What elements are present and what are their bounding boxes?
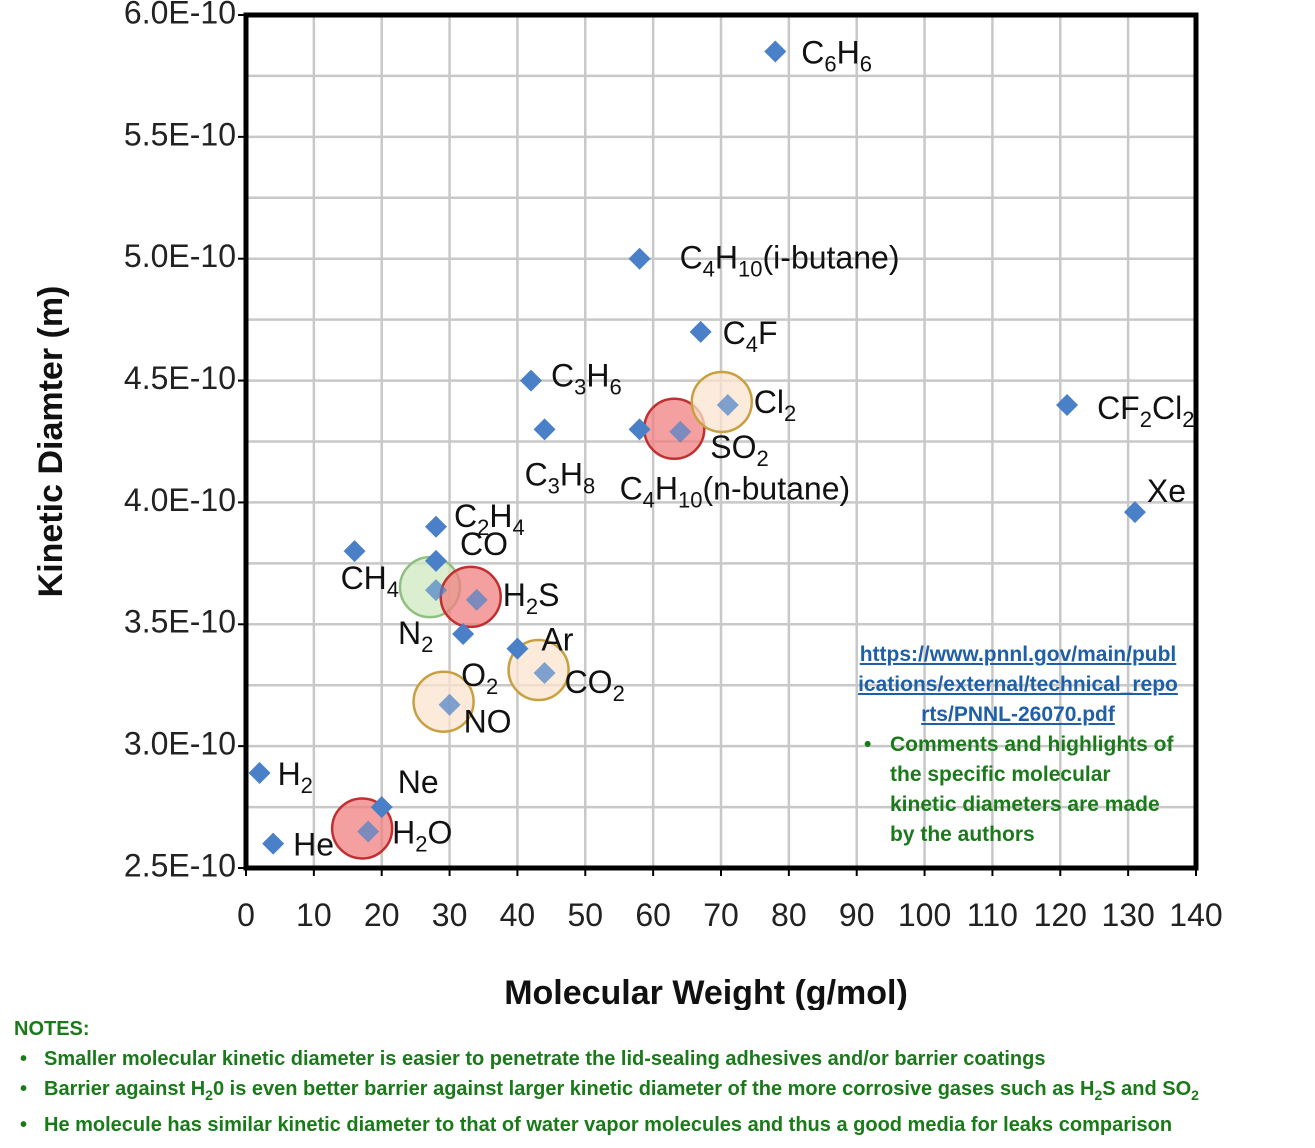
y-tick-label: 4.0E-10: [124, 482, 236, 518]
data-markers: [248, 40, 1146, 855]
data-point-marker: [533, 418, 556, 441]
notes-title: NOTES:: [14, 1018, 90, 1040]
x-tick-label: 80: [771, 897, 807, 933]
y-tick-label: 2.5E-10: [124, 847, 236, 883]
note-text: 0 is even better barrier against larger …: [212, 1078, 1095, 1100]
x-axis-ticks: 0 10 20 30 40 50 60 70 80 90 100 110 120 130 140: [237, 868, 1223, 933]
y-tick-label: 5.5E-10: [124, 116, 236, 152]
source-box: https://www.pnnl.gov/main/publications/e…: [858, 640, 1178, 850]
data-point-marker: [764, 40, 787, 63]
x-tick-label: 30: [432, 897, 468, 933]
data-point-label: CO2: [565, 664, 625, 706]
x-tick-label: 110: [967, 897, 1018, 933]
data-point-label: C6H6: [801, 35, 872, 77]
note-item: Barrier against H20 is even better barri…: [20, 1074, 1309, 1110]
data-point-marker: [425, 579, 447, 602]
x-tick-label: 60: [635, 897, 671, 933]
data-point-label: CF2Cl2: [1097, 390, 1194, 432]
x-tick-label: 100: [898, 897, 951, 933]
notes-list: Smaller molecular kinetic diameter is ea…: [14, 1044, 1309, 1140]
highlight-circles: [330, 370, 754, 860]
data-point-marker: [357, 820, 380, 843]
y-tick-label: 6.0E-10: [124, 0, 236, 30]
data-point-marker: [343, 540, 366, 563]
note-text: Barrier against H: [44, 1078, 206, 1100]
x-axis-title: Molecular Weight (g/mol): [504, 974, 908, 1010]
x-tick-label: 10: [296, 897, 332, 933]
data-point-marker: [465, 588, 488, 611]
data-point-marker: [438, 693, 461, 716]
data-point-label: NO: [464, 704, 512, 740]
data-point-marker: [262, 832, 285, 855]
data-point-marker: [425, 549, 447, 572]
data-point-label: CH4: [341, 560, 399, 602]
source-comment-list: Comments and highlights of the specific …: [858, 730, 1178, 850]
x-tick-label: 120: [1034, 897, 1087, 933]
y-axis-title: Kinetic Diamter (m): [32, 286, 70, 598]
x-tick-label: 20: [364, 897, 400, 933]
data-point-marker: [452, 623, 475, 646]
data-point-label: C2H4: [454, 498, 525, 540]
x-tick-label: 90: [839, 897, 875, 933]
data-point-marker: [533, 662, 556, 685]
notes-section: NOTES: Smaller molecular kinetic diamete…: [14, 1014, 1309, 1140]
note-subscript: 2: [1094, 1087, 1103, 1103]
data-point-label: H2: [278, 756, 313, 798]
data-point-label: Xe: [1147, 473, 1186, 509]
note-subscript: 2: [205, 1087, 213, 1103]
x-tick-label: 130: [1101, 897, 1154, 933]
data-point-label: C3H6: [551, 358, 622, 400]
data-point-label: C3H8: [525, 456, 596, 498]
x-tick-label: 40: [500, 897, 536, 933]
y-tick-label: 3.5E-10: [124, 604, 236, 640]
data-point-label: C4F: [723, 315, 778, 357]
data-point-marker: [628, 247, 651, 270]
data-point-label: H2S: [503, 577, 560, 619]
note-text: S and SO: [1102, 1078, 1192, 1100]
data-point-label: N2: [398, 615, 433, 657]
data-point-label: SO2: [710, 429, 768, 471]
y-tick-label: 3.0E-10: [124, 726, 236, 762]
data-point-marker: [716, 393, 739, 416]
source-comment: Comments and highlights of the specific …: [864, 730, 1178, 850]
data-point-marker: [628, 418, 651, 441]
data-point-marker: [248, 761, 271, 784]
note-item: He molecule has similar kinetic diameter…: [20, 1110, 1309, 1140]
data-point-label: Cl2: [754, 384, 796, 426]
x-tick-label: 50: [567, 897, 603, 933]
data-point-marker: [669, 420, 692, 443]
data-point-label: C4H10(n-butane): [620, 470, 851, 512]
data-point-label: Ar: [541, 622, 573, 658]
data-point-label: He: [293, 827, 334, 863]
scatter-chart: 2.5E-10 3.0E-10 3.5E-10 4.0E-10 4.5E-10 5.0E-…: [32, 0, 1223, 1010]
note-item: Smaller molecular kinetic diameter is ea…: [20, 1044, 1309, 1074]
data-point-marker: [506, 637, 529, 660]
data-point-marker: [1056, 393, 1079, 416]
data-point-label: O2: [461, 657, 498, 699]
x-tick-label: 0: [237, 897, 255, 933]
data-point-marker: [1123, 501, 1146, 524]
data-point-label: H2O: [392, 814, 452, 856]
y-tick-label: 5.0E-10: [124, 238, 236, 274]
y-tick-label: 4.5E-10: [124, 360, 236, 396]
y-axis-ticks: 2.5E-10 3.0E-10 3.5E-10 4.0E-10 4.5E-10 5.0E-…: [124, 0, 246, 883]
x-tick-label: 140: [1169, 897, 1222, 933]
data-point-marker: [520, 369, 542, 392]
data-point-label: C4H10(i-butane): [680, 240, 900, 282]
data-point-marker: [689, 320, 712, 343]
data-point-label: CO: [460, 526, 508, 562]
source-link[interactable]: https://www.pnnl.gov/main/publications/e…: [858, 643, 1178, 726]
x-tick-label: 70: [703, 897, 739, 933]
data-point-label: Ne: [398, 764, 439, 800]
note-subscript: 2: [1191, 1087, 1199, 1103]
data-point-marker: [370, 796, 393, 819]
data-point-marker: [425, 515, 447, 538]
